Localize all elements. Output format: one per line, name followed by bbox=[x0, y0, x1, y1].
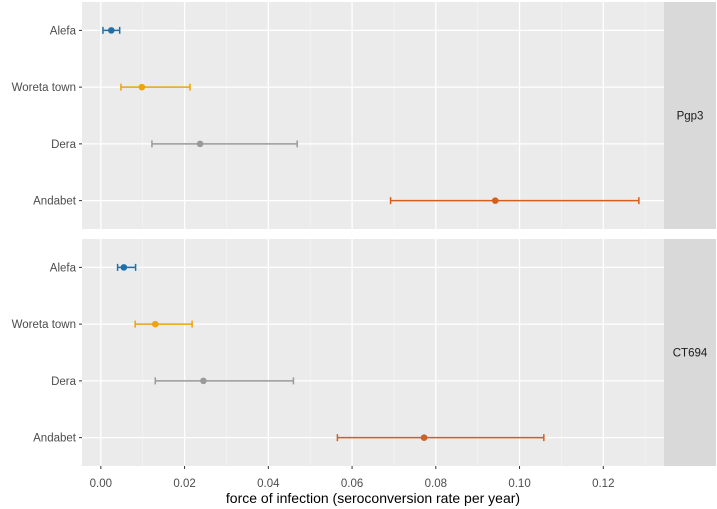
x-axis-title: force of infection (seroconversion rate … bbox=[226, 490, 520, 506]
panel-background bbox=[82, 2, 664, 229]
y-tick-label: Dera bbox=[51, 139, 77, 151]
point-estimate bbox=[491, 197, 499, 204]
point-estimate bbox=[108, 27, 115, 34]
y-tick-label: Dera bbox=[51, 376, 77, 388]
errorbar-woreta-town bbox=[134, 320, 193, 328]
x-axis: 0.00 0.02 0.04 0.06 0.08 0.10 0.12 bbox=[90, 466, 614, 490]
facet-strip-label: CT694 bbox=[673, 348, 708, 360]
errorbar-dera bbox=[154, 377, 295, 385]
y-tick-label: Alefa bbox=[50, 262, 77, 274]
errorbar-woreta-town bbox=[120, 83, 191, 91]
x-tick-label: 0.04 bbox=[257, 478, 280, 490]
x-tick-label: 0.08 bbox=[425, 478, 447, 490]
point-estimate bbox=[420, 434, 428, 441]
errorbar-alefa bbox=[102, 26, 121, 34]
point-estimate bbox=[120, 264, 128, 271]
point-estimate bbox=[200, 377, 207, 385]
y-tick-label: Alefa bbox=[50, 25, 77, 37]
panels: Alefa Woreta town Dera Andabet Pgp3 Alefa Wore… bbox=[12, 2, 716, 466]
x-tick-label: 0.02 bbox=[173, 478, 195, 490]
x-tick-label: 0.00 bbox=[90, 478, 112, 490]
y-tick-label: Woreta town bbox=[12, 82, 76, 94]
point-estimate bbox=[151, 320, 159, 328]
errorbar-alefa bbox=[116, 263, 137, 271]
errorbar-dera bbox=[151, 140, 298, 148]
x-tick-label: 0.10 bbox=[508, 478, 530, 490]
facet-panel-pgp3: Alefa Woreta town Dera Andabet Pgp3 bbox=[12, 2, 716, 229]
x-tick-label: 0.12 bbox=[592, 478, 614, 490]
point-estimate bbox=[138, 83, 146, 91]
errorbar-andabet bbox=[389, 197, 640, 205]
panel-background bbox=[82, 239, 664, 466]
facet-strip bbox=[664, 239, 716, 466]
point-estimate bbox=[196, 140, 204, 148]
y-tick-label: Andabet bbox=[33, 196, 77, 208]
y-tick-label: Andabet bbox=[33, 433, 77, 445]
facet-strip bbox=[664, 2, 716, 229]
facet-panel-ct694: Alefa Woreta town Dera Andabet CT694 bbox=[12, 239, 716, 466]
errorbar-andabet bbox=[336, 434, 545, 442]
x-tick-label: 0.06 bbox=[341, 478, 363, 490]
facet-strip-label: Pgp3 bbox=[677, 111, 704, 123]
y-tick-label: Woreta town bbox=[12, 319, 76, 331]
